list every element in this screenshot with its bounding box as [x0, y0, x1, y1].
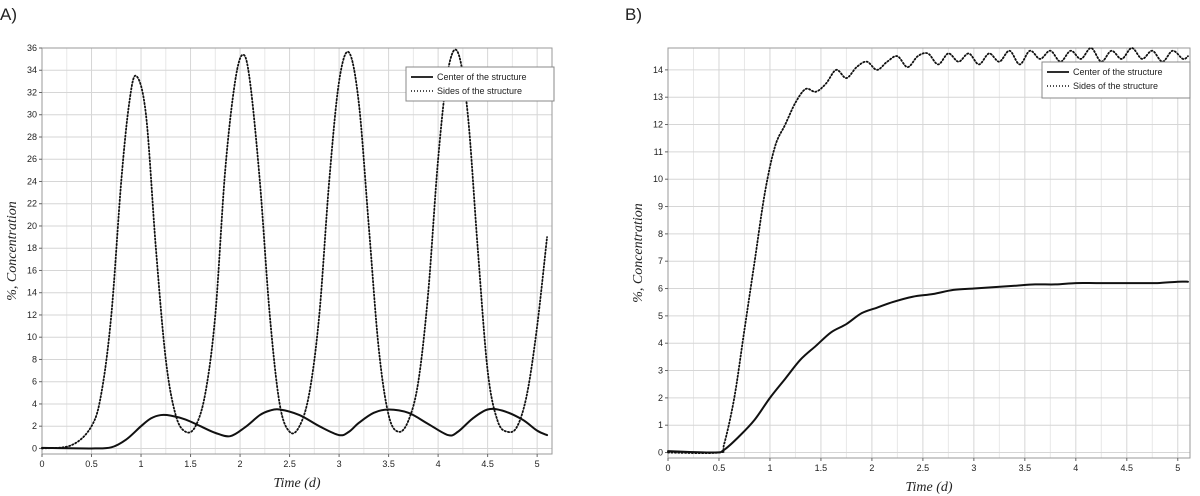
y-tick-label: 2: [658, 393, 663, 403]
x-tick-label: 5: [535, 459, 540, 469]
series-line-sides: [41, 48, 548, 450]
x-tick-label: 5: [1175, 463, 1180, 473]
legend-entry: Sides of the structure: [437, 86, 522, 96]
x-tick-label: 4: [1073, 463, 1078, 473]
y-tick-label: 12: [27, 310, 37, 320]
y-tick-label: 7: [658, 256, 663, 266]
x-tick-label: 0.5: [85, 459, 98, 469]
y-tick-label: 6: [658, 284, 663, 294]
y-tick-label: 30: [27, 110, 37, 120]
x-tick-label: 3: [337, 459, 342, 469]
x-tick-label: 2.5: [917, 463, 930, 473]
x-tick-label: 2: [869, 463, 874, 473]
y-tick-label: 22: [27, 199, 37, 209]
y-tick-label: 18: [27, 243, 37, 253]
x-axis-label: Time (d): [905, 480, 952, 495]
y-tick-label: 26: [27, 154, 37, 164]
y-tick-label: 5: [658, 311, 663, 321]
y-tick-label: 0: [32, 443, 37, 453]
panel-label: B): [625, 5, 642, 24]
y-axis-label: %, Concentration: [5, 201, 20, 301]
legend-entry: Sides of the structure: [1073, 81, 1158, 91]
x-tick-label: 0: [39, 459, 44, 469]
y-tick-label: 12: [653, 120, 663, 130]
y-tick-label: 34: [27, 65, 37, 75]
y-tick-label: 36: [27, 43, 37, 53]
y-tick-label: 28: [27, 132, 37, 142]
x-tick-label: 2: [238, 459, 243, 469]
legend: Center of the structure Sides of the stru…: [1041, 61, 1191, 99]
chart-panel-a: A)0 0.5 1 1.5 2 2.5 3 3.5 4 4.5 502468101214161820…: [0, 5, 555, 491]
x-tick-label: 2.5: [283, 459, 296, 469]
y-tick-label: 8: [658, 229, 663, 239]
legend: Center of the structure Sides of the stru…: [405, 66, 555, 102]
x-tick-label: 4: [436, 459, 441, 469]
chart-panel-b: B)0 0.5 1 1.5 2 2.5 3 3.5 4 4.5 501234567891011121…: [625, 5, 1191, 495]
y-tick-label: 14: [27, 288, 37, 298]
panel-label: A): [0, 5, 17, 24]
x-tick-label: 3: [971, 463, 976, 473]
series-line-center: [41, 407, 549, 450]
series-line-sides: [667, 47, 1189, 455]
y-tick-label: 6: [32, 377, 37, 387]
y-tick-label: 10: [653, 174, 663, 184]
legend-box: [405, 66, 555, 102]
x-tick-label: 3.5: [1019, 463, 1032, 473]
legend-entry: Center of the structure: [437, 72, 527, 82]
y-tick-label: 13: [653, 92, 663, 102]
x-tick-label: 1: [767, 463, 772, 473]
y-tick-label: 32: [27, 87, 37, 97]
y-tick-label: 20: [27, 221, 37, 231]
y-tick-label: 1: [658, 420, 663, 430]
gridlines: [41, 47, 552, 454]
plot-frame: [667, 47, 1191, 459]
y-tick-label: 24: [27, 176, 37, 186]
x-tick-label: 4.5: [1121, 463, 1134, 473]
x-tick-label: 3.5: [382, 459, 395, 469]
x-tick-label: 4.5: [481, 459, 494, 469]
x-tick-label: 1: [139, 459, 144, 469]
y-tick-label: 11: [654, 147, 663, 157]
y-tick-label: 3: [658, 366, 663, 376]
x-tick-label: 1.5: [815, 463, 828, 473]
plot-frame: [41, 47, 553, 455]
legend-box: [1041, 61, 1191, 99]
x-axis-label: Time (d): [273, 476, 320, 491]
series-line-center: [667, 280, 1189, 454]
y-tick-label: 0: [658, 448, 663, 458]
y-tick-label: 2: [32, 421, 37, 431]
y-tick-label: 14: [653, 65, 663, 75]
y-tick-label: 4: [32, 399, 37, 409]
y-axis-label: %, Concentration: [631, 203, 646, 303]
x-tick-label: 0.5: [713, 463, 726, 473]
y-tick-label: 10: [27, 332, 37, 342]
y-tick-label: 9: [658, 202, 663, 212]
y-tick-label: 16: [27, 265, 37, 275]
x-tick-label: 0: [665, 463, 670, 473]
gridlines: [667, 48, 1190, 458]
y-tick-label: 4: [658, 338, 663, 348]
legend-entry: Center of the structure: [1073, 67, 1163, 77]
y-tick-label: 8: [32, 354, 37, 364]
x-tick-label: 1.5: [184, 459, 197, 469]
